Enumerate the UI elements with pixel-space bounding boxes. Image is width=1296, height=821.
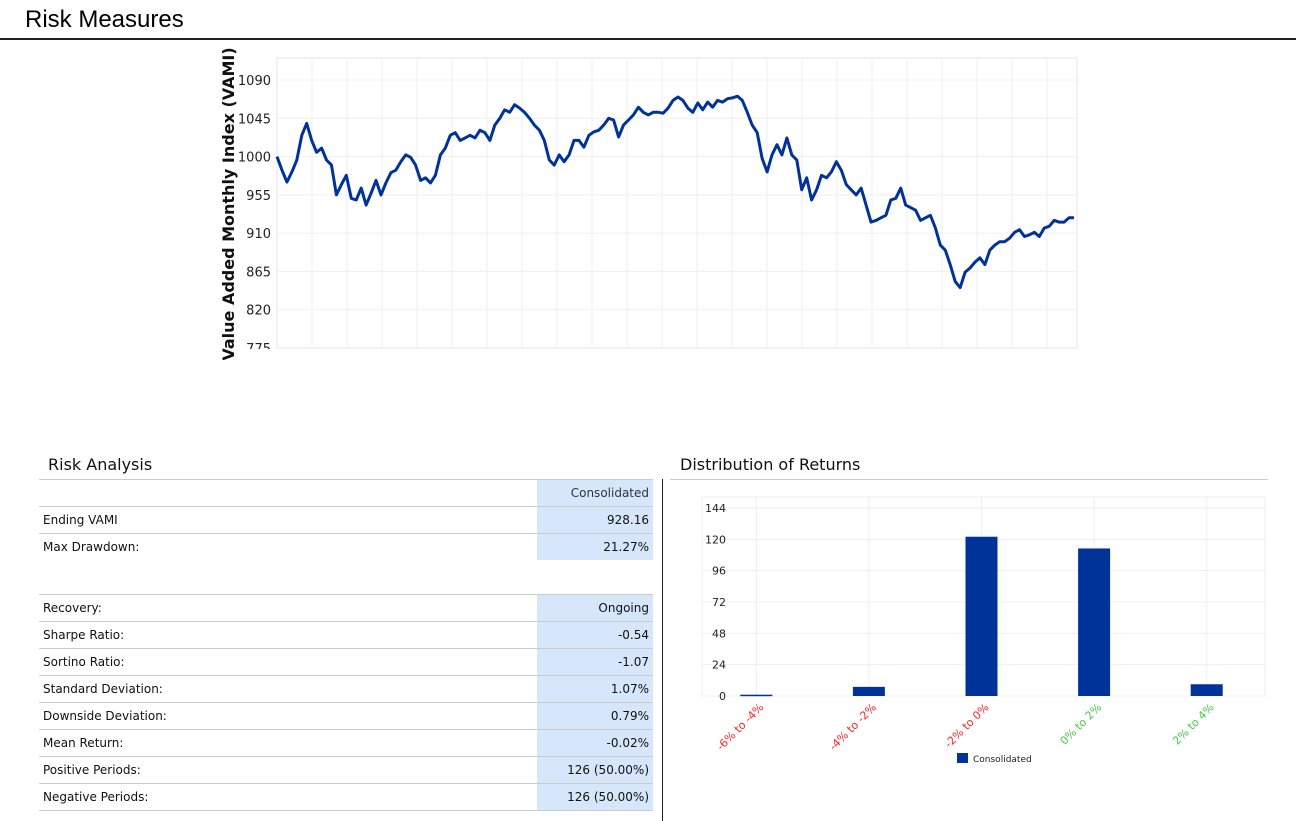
y-tick-label: 24 (712, 659, 726, 672)
y-tick-label: 1090 (238, 74, 271, 89)
bar--4-to-2- (852, 686, 885, 696)
x-tick-label: -2% to 0% (942, 701, 991, 750)
title-divider (0, 38, 1296, 40)
vami-chart: 775820865910955100010451090Value Added M… (210, 47, 1078, 360)
metric-value: 21.27% (537, 534, 653, 560)
table-row: Recovery: Ongoing (39, 594, 653, 621)
table-row: Sortino Ratio: -1.07 (39, 648, 653, 675)
legend-label: Consolidated (973, 755, 1032, 765)
bar--2-to-0- (965, 536, 998, 696)
metric-value: 0.79% (537, 703, 653, 729)
table-row: Downside Deviation: 0.79% (39, 702, 653, 729)
metric-label: Sortino Ratio: (43, 655, 125, 669)
x-tick-label: 0% to 2% (1058, 701, 1105, 748)
y-tick-label: 955 (246, 189, 271, 204)
risk-analysis-title: Risk Analysis (48, 455, 153, 474)
vami-series-line (275, 94, 1075, 290)
y-tick-label: 144 (705, 502, 726, 515)
metric-label: Ending VAMI (43, 513, 118, 527)
plot-area (276, 57, 1078, 349)
y-axis-title: Value Added Monthly Index (VAMI) (219, 47, 238, 360)
x-tick-label: 2% to 4% (1170, 701, 1217, 748)
metric-label: Standard Deviation: (43, 682, 163, 696)
risk-analysis-table: Consolidated Ending VAMI 928.16 Max Drawdo… (39, 479, 653, 811)
metric-value: -0.54 (537, 622, 653, 648)
metric-label: Positive Periods: (43, 763, 141, 777)
y-tick-label: 72 (712, 596, 726, 609)
metric-label: Downside Deviation: (43, 709, 167, 723)
bar--6-to-4- (740, 694, 773, 697)
metric-label: Max Drawdown: (43, 540, 140, 554)
y-tick-label: 865 (246, 265, 271, 280)
table-row: Max Drawdown: 21.27% (39, 533, 653, 560)
metric-value: 1.07% (537, 676, 653, 702)
x-tick-label: -4% to -2% (827, 701, 879, 753)
y-tick-label: 48 (712, 627, 726, 640)
distribution-title: Distribution of Returns (680, 455, 861, 474)
y-tick-label: 120 (705, 533, 726, 546)
y-tick-label: 0 (719, 690, 726, 703)
x-tick-label: -6% to -4% (714, 701, 766, 753)
table-row: Standard Deviation: 1.07% (39, 675, 653, 702)
metric-value: -0.02% (537, 730, 653, 756)
bar-2-to-4- (1190, 684, 1223, 696)
table-row: Sharpe Ratio: -0.54 (39, 621, 653, 648)
y-tick-label: 910 (246, 227, 271, 242)
table-row: Mean Return: -0.02% (39, 729, 653, 756)
legend-swatch (957, 753, 968, 763)
metric-label: Recovery: (43, 601, 102, 615)
bar-0-to-2- (1078, 548, 1111, 696)
panel-divider (662, 479, 663, 821)
table-row: Ending VAMI 928.16 (39, 506, 653, 533)
metric-label: Negative Periods: (43, 790, 149, 804)
y-tick-label: 96 (712, 565, 726, 578)
metric-value: Ongoing (537, 595, 653, 621)
metric-value: 126 (50.00%) (537, 784, 653, 810)
y-tick-label: 1045 (238, 112, 271, 127)
axis-mask (210, 349, 280, 360)
page-title: Risk Measures (25, 6, 184, 33)
distribution-divider (670, 479, 1268, 480)
y-tick-label: 820 (246, 304, 271, 319)
metric-label: Sharpe Ratio: (43, 628, 125, 642)
metric-value: 928.16 (537, 507, 653, 533)
metric-value: 126 (50.00%) (537, 757, 653, 783)
metric-value: -1.07 (537, 649, 653, 675)
table-row: Negative Periods: 126 (50.00%) (39, 783, 653, 811)
y-tick-label: 1000 (238, 151, 271, 166)
plot-area (701, 496, 1266, 697)
column-header-consolidated: Consolidated (537, 480, 653, 506)
table-row: Positive Periods: 126 (50.00%) (39, 756, 653, 783)
metric-label: Mean Return: (43, 736, 124, 750)
